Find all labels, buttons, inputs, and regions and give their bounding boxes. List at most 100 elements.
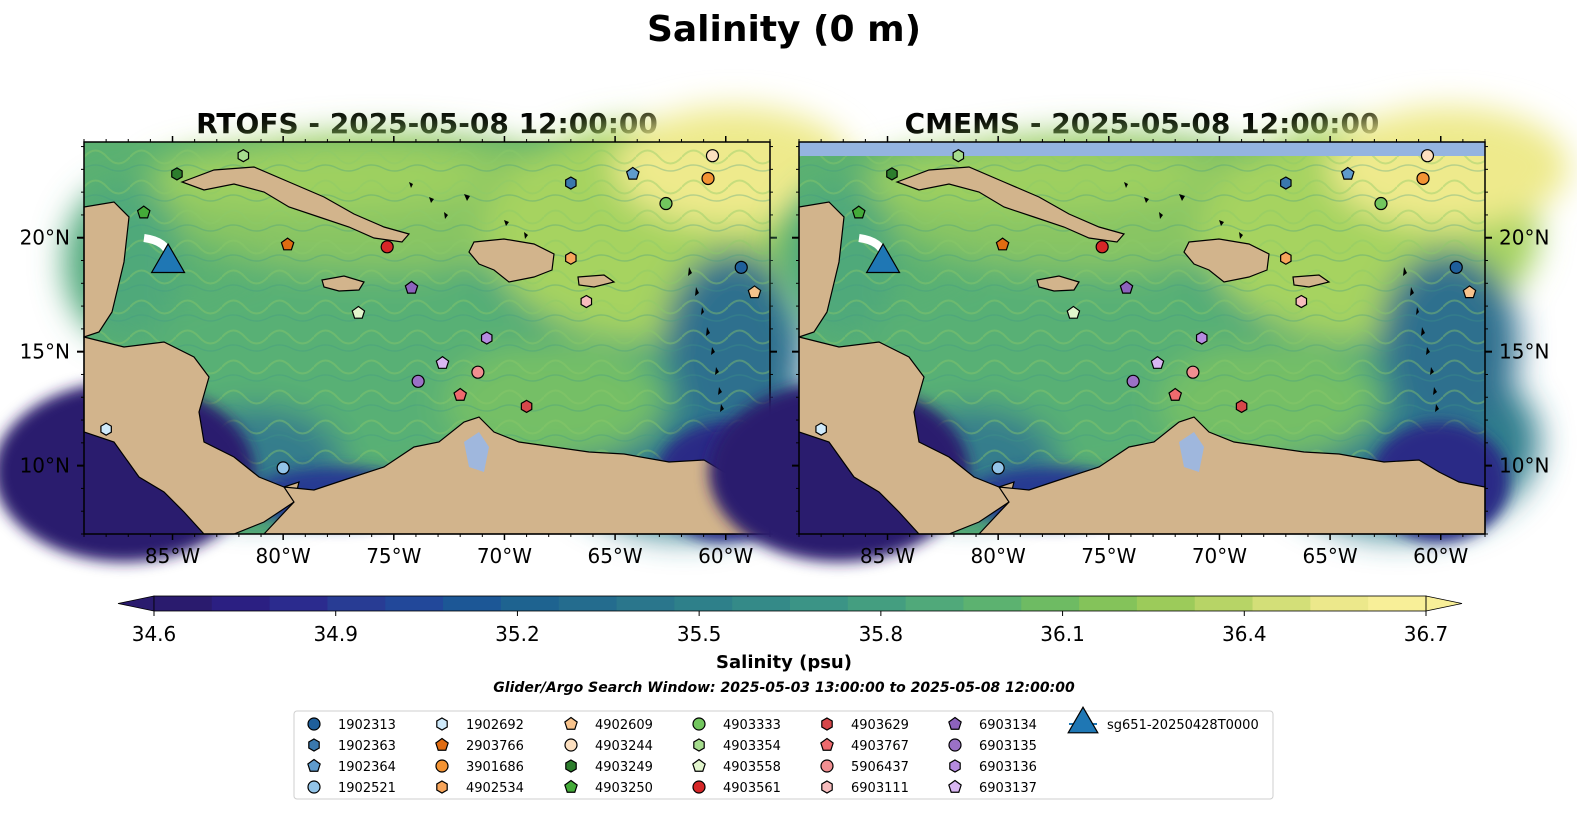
cmems-no-data-band [799,142,1485,156]
cmems-marker-1902364 [1340,166,1355,180]
legend-pentagon-icon [820,737,834,751]
legend-pentagon-icon [948,716,962,730]
legend-label: 4903354 [723,739,781,754]
rtofs-lat-tick-label: 10°N [20,454,70,478]
legend-item-4902609: 4902609 [564,716,653,733]
legend-pentagon-icon [435,737,449,751]
colorbar-tick-label: 36.7 [1404,622,1449,646]
colorbar-cell [1310,596,1369,611]
rtofs-marker-4902534 [565,251,577,265]
cmems-markers [815,148,1477,475]
legend-label: 1902363 [338,739,396,754]
legend-item-1902364: 1902364 [307,758,396,775]
legend-label: 4903558 [723,760,781,775]
cmems-marker-1902363 [1280,176,1292,190]
cmems-marker-3901686 [1416,171,1430,186]
legend-circle-icon [692,780,706,794]
colorbar-cells [117,595,1463,612]
rtofs-marker-1902364 [625,166,640,180]
colorbar-tick-label: 35.8 [859,622,904,646]
legend-label: 4903250 [595,781,653,796]
legend-label: 4903561 [723,781,781,796]
colorbar-tick-label: 35.2 [495,622,540,646]
rtofs-lon-tick-label: 65°W [587,544,642,568]
cmems-marker-6903134 [1119,280,1134,294]
cmems-marker-4903244 [1420,149,1435,163]
cmems-marker-sg651-20250428t0000 [865,242,901,274]
colorbar-tick-label: 34.9 [313,622,358,646]
legend-hexagon-icon [949,759,961,773]
cmems-marker-1902692 [815,422,827,436]
legend-item-1902313: 1902313 [307,717,396,733]
legend-label: 4903249 [595,760,653,775]
legend: 1902313 1902363 1902364 1902521 1902692 29037… [293,705,1274,800]
colorbar-cell [905,596,964,611]
rtofs-marker-6903134 [404,280,419,294]
colorbar-cell [616,596,675,611]
legend-label: 6903137 [979,781,1037,796]
legend-item-4903249: 4903249 [565,759,653,775]
cmems-marker-4903558 [1066,305,1081,319]
legend-pentagon-icon [307,758,321,772]
legend-hexagon-icon [436,780,448,794]
legend-item-5906437: 5906437 [820,759,909,775]
legend-label: 4903767 [851,739,909,754]
colorbar-tick-label: 36.4 [1222,622,1267,646]
colorbar-ticks: 34.6 34.9 35.2 35.5 35.8 36.1 36.4 36.7 [132,611,1449,646]
rtofs-map-frame [83,141,771,535]
colorbar-cell [211,596,271,611]
legend-label: 4903629 [851,718,909,733]
legend-circle-icon [307,780,321,794]
legend-label: 1902692 [466,718,524,733]
cmems-lon-tick-label: 80°W [971,544,1026,568]
legend-item-6903137: 6903137 [948,779,1037,796]
legend-item-sg651-20250428t0000: sg651-20250428T0000 [1067,705,1259,734]
cmems-lon-tick-label: 75°W [1081,544,1136,568]
legend-label: 2903766 [466,739,524,754]
legend-item-2903766: 2903766 [435,737,524,754]
colorbar-cell [443,596,502,611]
legend-label: 3901686 [466,760,524,775]
rtofs-marker-3901686 [701,171,715,186]
legend-circle-icon [307,717,321,731]
colorbar-cell [1252,596,1311,611]
rtofs-marker-4902609 [747,285,762,299]
legend-item-4903767: 4903767 [820,737,909,754]
cmems-lon-tick-label: 85°W [860,544,915,568]
cmems-map-frame [798,141,1486,535]
colorbar-cell [1136,596,1196,611]
cmems-marker-4903354 [952,148,965,163]
rtofs-marker-4903561 [380,240,394,254]
colorbar-extend-low [117,595,155,612]
rtofs-marker-4903629 [520,399,533,414]
colorbar-cell [327,596,386,611]
colorbar: 34.6 34.9 35.2 35.5 35.8 36.1 36.4 36.7 [117,595,1463,646]
legend-circle-icon [564,738,578,752]
colorbar-cell [847,596,907,611]
colorbar-cell [732,596,791,611]
rtofs-marker-6903111 [580,294,593,309]
cmems-marker-6903136 [1195,331,1208,345]
rtofs-lon-tick-label: 70°W [477,544,532,568]
colorbar-cell [1079,596,1138,611]
cmems-lat-tick-label: 15°N [1499,340,1549,364]
cmems-marker-6903111 [1295,294,1308,309]
rtofs-marker-4903558 [351,305,366,319]
colorbar-cell [385,596,444,611]
cmems-marker-4903250 [851,205,866,219]
colorbar-tick-label: 36.1 [1040,622,1085,646]
colorbar-tick-label: 34.6 [132,622,177,646]
cmems-marker-5906437 [1186,365,1200,379]
legend-label: 6903134 [979,718,1037,733]
rtofs-lon-tick-label: 85°W [145,544,200,568]
cmems-lat-tick-label: 20°N [1499,226,1549,250]
legend-item-6903135: 6903135 [948,738,1037,754]
colorbar-cell [154,596,213,611]
cmems-lon-tick-label: 60°W [1413,544,1468,568]
rtofs-marker-4903333 [659,196,673,211]
legend-hexagon-icon [821,717,833,731]
rtofs-lon-tick-label: 80°W [256,544,311,568]
rtofs-marker-6903135 [411,374,425,388]
legend-pentagon-icon [564,779,578,793]
legend-label: 4902534 [466,781,524,796]
